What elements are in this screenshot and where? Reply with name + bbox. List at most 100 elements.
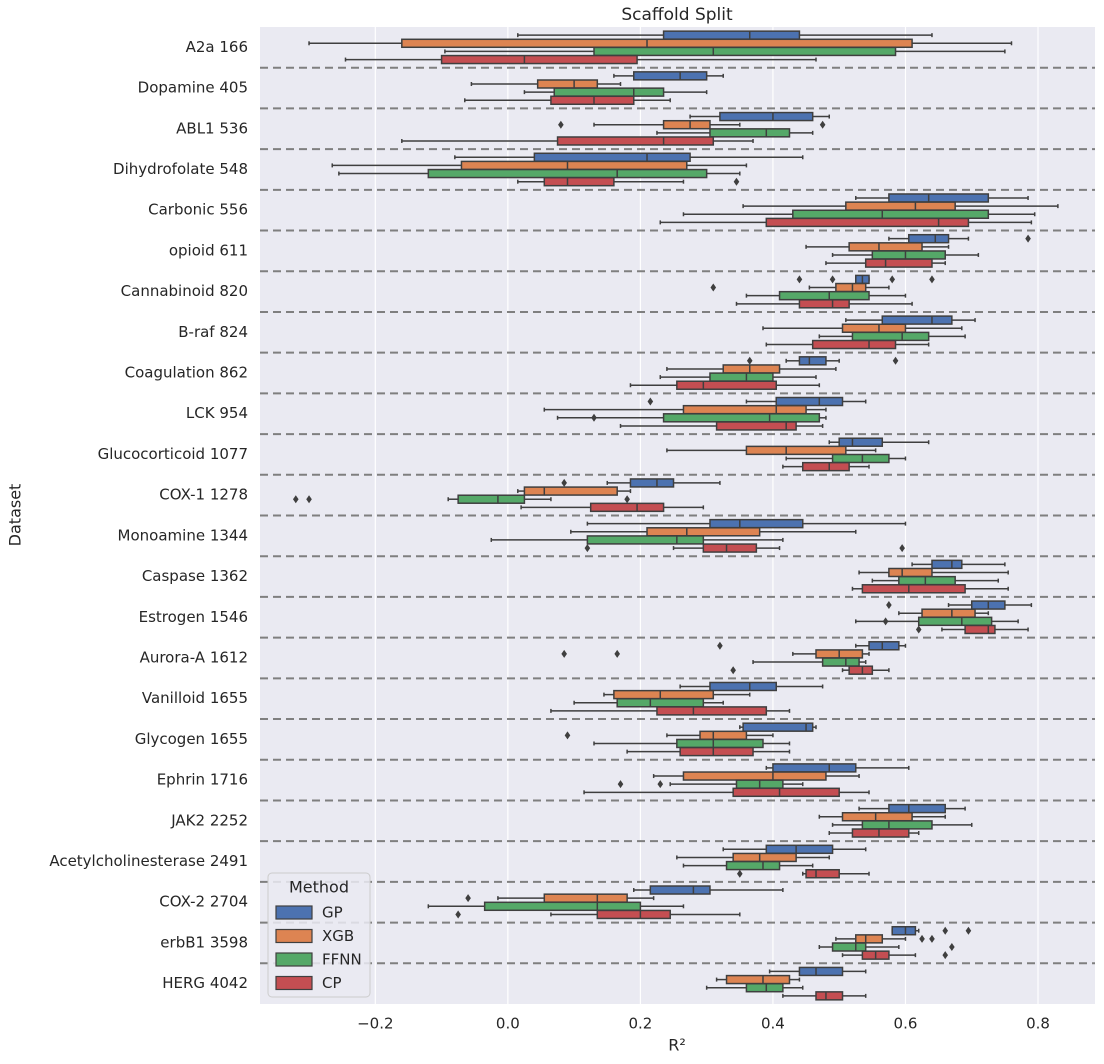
legend-label: FFNN (322, 951, 362, 969)
box (798, 356, 827, 366)
y-tick-label: JAK2 2252 (170, 811, 248, 829)
box (838, 437, 884, 447)
outlier (965, 926, 972, 935)
box (719, 111, 814, 122)
box (861, 584, 966, 594)
y-tick-label: Monoamine 1344 (118, 526, 248, 544)
box (861, 820, 933, 830)
box (457, 494, 526, 504)
y-tick-label: Glucocorticoid 1077 (98, 445, 248, 463)
legend-label: XGB (322, 927, 354, 945)
outlier (796, 275, 803, 284)
box (702, 543, 758, 553)
box (682, 404, 807, 415)
box (765, 217, 970, 228)
box (725, 860, 781, 871)
box (871, 250, 946, 260)
box (613, 689, 715, 700)
box (440, 54, 638, 65)
y-tick-label: Cannabinoid 820 (121, 282, 248, 300)
box (543, 893, 628, 903)
box (523, 486, 618, 496)
box (798, 299, 850, 309)
outlier (829, 275, 836, 284)
box (629, 478, 675, 488)
outlier (657, 780, 664, 789)
box (616, 698, 705, 708)
box (864, 258, 933, 268)
outlier (306, 495, 312, 504)
box (460, 160, 688, 171)
box (550, 95, 635, 106)
outlier (889, 275, 896, 284)
box (775, 396, 844, 407)
box (633, 71, 708, 81)
outlier (647, 397, 654, 406)
box (586, 535, 705, 545)
box (868, 641, 900, 651)
box (709, 518, 804, 529)
chart-title: Scaffold Split (621, 5, 733, 25)
y-tick-label: Dopamine 405 (138, 79, 248, 97)
x-axis-label: R² (668, 1036, 686, 1055)
box (676, 738, 764, 749)
box (811, 339, 897, 350)
y-tick-label: B-raf 824 (178, 323, 248, 341)
outlier (591, 413, 597, 422)
y-tick-label: erbB1 3598 (160, 933, 248, 951)
y-tick-label: Caspase 1362 (142, 567, 248, 585)
x-tick-label: −0.2 (357, 1015, 393, 1033)
legend-label: GP (322, 904, 343, 922)
box (841, 812, 913, 822)
y-tick-label: A2a 166 (186, 38, 248, 56)
legend: Method GP XGB FFNN CP (267, 872, 371, 998)
box (556, 136, 715, 146)
box (745, 982, 784, 993)
y-tick-label: Aurora-A 1612 (140, 648, 248, 666)
box (848, 665, 874, 675)
box (533, 152, 691, 163)
box (798, 966, 844, 977)
box (553, 87, 665, 97)
box (765, 844, 834, 855)
outlier (455, 910, 461, 919)
outlier (915, 625, 922, 634)
box (662, 30, 801, 40)
box (815, 991, 844, 1001)
outlier (949, 943, 955, 952)
outlier (1025, 234, 1031, 243)
outlier (733, 177, 740, 186)
box (543, 176, 615, 187)
y-tick-label: LCK 954 (186, 404, 248, 422)
outlier (561, 649, 567, 658)
x-tick-label: 0.6 (894, 1015, 918, 1033)
box (709, 681, 777, 692)
box (699, 730, 748, 741)
box (596, 909, 671, 920)
box (772, 763, 857, 773)
box (662, 119, 711, 130)
box (881, 315, 953, 325)
box (483, 901, 642, 912)
box (709, 372, 774, 382)
separators (260, 66, 1095, 965)
y-tick-label: COX-2 2704 (159, 893, 248, 911)
box (921, 608, 976, 618)
legend-title: Method (289, 878, 349, 897)
box (888, 193, 990, 203)
outlier (736, 869, 743, 878)
outlier (942, 951, 949, 960)
y-tick-label: Coagulation 862 (125, 364, 248, 382)
y-tick-label: Dihydrofolate 548 (113, 160, 248, 178)
outlier (730, 666, 736, 675)
outlier (899, 544, 905, 553)
y-tick-label: Carbonic 556 (148, 201, 248, 219)
box (589, 502, 665, 513)
box (676, 380, 777, 390)
box (835, 282, 867, 293)
box (888, 567, 933, 578)
outlier (564, 731, 571, 740)
box (536, 79, 599, 89)
box (891, 925, 917, 936)
